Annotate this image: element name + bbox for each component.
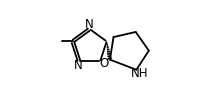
Text: NH: NH: [131, 67, 148, 80]
Text: O: O: [100, 57, 109, 70]
Text: N: N: [85, 18, 94, 31]
Text: N: N: [74, 59, 83, 72]
